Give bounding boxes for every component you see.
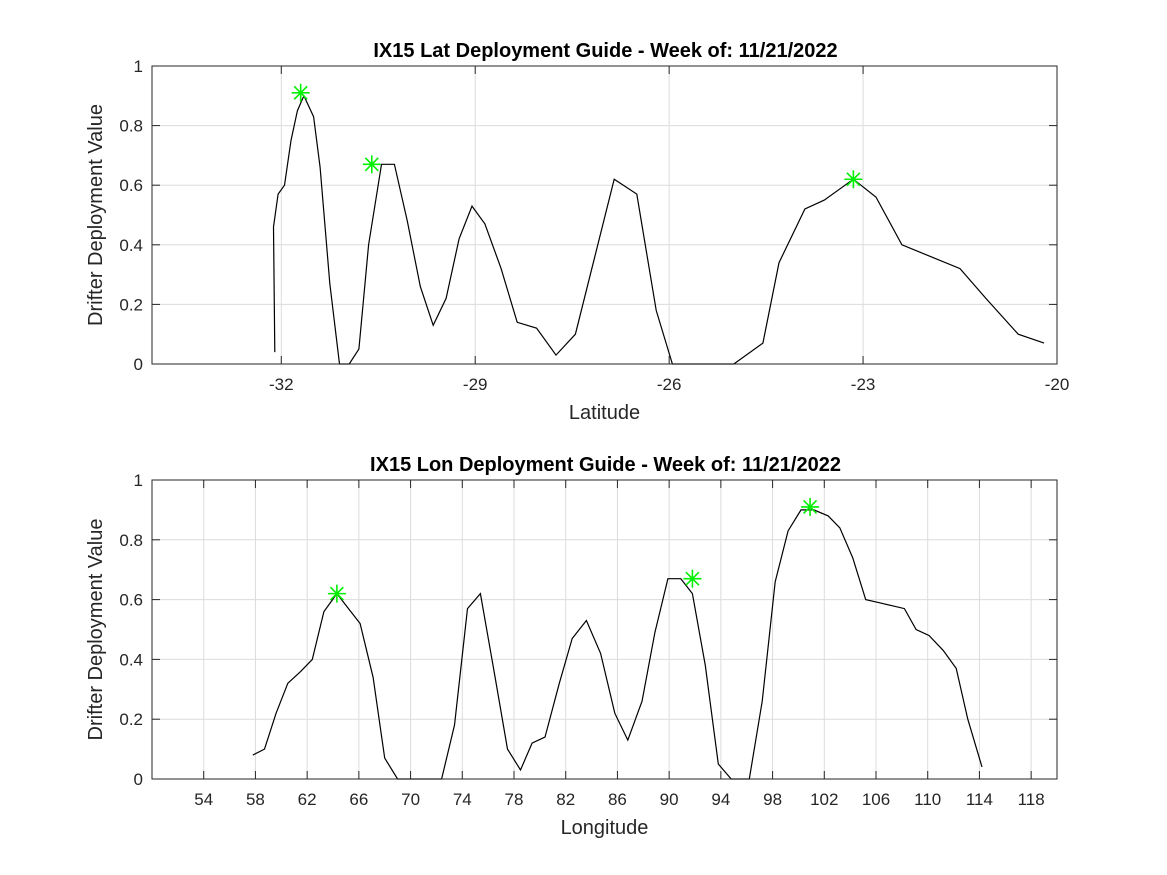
x-tick-label: -32 [269, 375, 294, 394]
plot-area [152, 66, 1057, 364]
series-line [252, 509, 983, 780]
x-tick-label: 54 [194, 790, 213, 809]
x-tick-label: 102 [810, 790, 838, 809]
y-tick-label: 0.6 [119, 176, 143, 195]
x-tick-label: 106 [862, 790, 890, 809]
x-tick-label: -23 [851, 375, 876, 394]
peak-marker-2 [683, 569, 702, 588]
chart-title: IX15 Lat Deployment Guide - Week of: 11/… [373, 40, 837, 62]
y-tick-label: 0.8 [119, 117, 143, 136]
x-tick-label: 70 [401, 790, 420, 809]
x-tick-label: 110 [914, 790, 941, 809]
y-tick-label: 0.4 [119, 650, 143, 669]
y-tick-label: 0.2 [119, 710, 143, 729]
x-tick-label: 86 [608, 790, 627, 809]
x-tick-label: -29 [463, 375, 488, 394]
x-tick-label: 118 [1018, 790, 1045, 809]
y-tick-label: 1 [134, 57, 143, 76]
y-tick-label: 1 [134, 471, 143, 490]
peak-marker-3 [844, 170, 863, 189]
axes-frame [151, 65, 1058, 365]
peak-marker-3 [801, 497, 820, 516]
axes-frame [151, 479, 1058, 780]
y-tick-label: 0.6 [119, 591, 143, 610]
peak-marker-1 [291, 83, 310, 102]
x-tick-label: 98 [763, 790, 782, 809]
y-axis-label: Drifter Deployment Value [85, 519, 107, 741]
x-tick-label: -26 [657, 375, 682, 394]
x-tick-label: 90 [660, 790, 679, 809]
chart-2: 54 58 62 66 70 74 78 82 86 90 94 98 102 106 110 114 118 0… [85, 454, 1058, 839]
y-tick-label: 0.8 [119, 531, 143, 550]
x-tick-label: 58 [246, 790, 265, 809]
x-tick-label: 94 [711, 790, 730, 809]
peak-marker-2 [362, 155, 381, 174]
x-axis-label: Latitude [569, 402, 640, 424]
y-axis-label: Drifter Deployment Value [85, 104, 107, 326]
peak-marker-1 [327, 584, 346, 603]
x-tick-label: 66 [349, 790, 368, 809]
x-tick-label: 82 [556, 790, 575, 809]
chart-title: IX15 Lon Deployment Guide - Week of: 11/… [370, 454, 841, 476]
y-tick-label: 0.4 [119, 236, 143, 255]
y-tick-label: 0 [134, 770, 143, 789]
x-tick-label: 74 [453, 790, 472, 809]
x-axis-label: Longitude [561, 817, 649, 839]
x-tick-label: 114 [966, 790, 993, 809]
y-tick-label: 0.2 [119, 295, 143, 314]
y-tick-label: 0 [134, 355, 143, 374]
plot-area [152, 480, 1057, 779]
chart-1: -32 -29 -26 -23 -20 0 0.2 0.4 0.6 0.8 1 IX15 Lat De… [85, 40, 1069, 424]
x-tick-label: 62 [298, 790, 317, 809]
x-tick-label: -20 [1045, 375, 1070, 394]
x-tick-label: 78 [505, 790, 524, 809]
series-line [272, 94, 1045, 365]
